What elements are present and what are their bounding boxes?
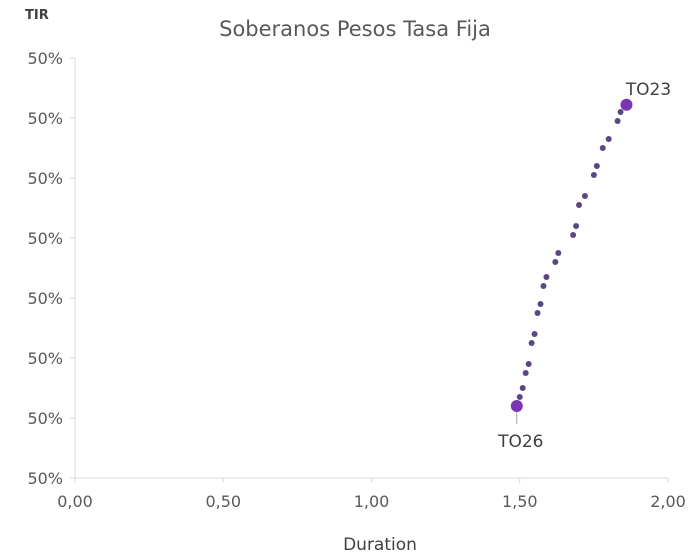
highlight-point	[620, 98, 633, 111]
y-axis: 50% 50% 50% 50% 50% 50% 50% 50%	[27, 49, 76, 488]
y-tick-label: 50%	[27, 169, 63, 188]
x-tick-label: 0,50	[205, 492, 241, 511]
data-point	[528, 340, 535, 346]
highlight-point	[510, 400, 523, 412]
data-point	[543, 274, 550, 280]
data-points	[510, 98, 633, 412]
data-point	[590, 172, 597, 178]
data-point	[593, 163, 600, 169]
x-tick-label: 0,00	[57, 492, 93, 511]
data-point	[581, 193, 588, 199]
data-point	[516, 394, 523, 400]
data-point	[522, 370, 529, 376]
chart-title: Soberanos Pesos Tasa Fija	[219, 17, 491, 41]
data-point	[534, 310, 541, 316]
y-tick-label: 50%	[27, 289, 63, 308]
data-point	[573, 223, 580, 229]
data-label: TO26	[497, 432, 543, 452]
y-tick-label: 50%	[27, 109, 63, 128]
data-point	[552, 259, 559, 265]
data-point	[599, 145, 606, 151]
x-axis: 0,00 0,50 1,00 1,50 2,00	[57, 477, 686, 511]
y-tick-label: 50%	[27, 49, 63, 68]
data-labels: TO23 TO26	[497, 80, 671, 452]
y-tick-label: 50%	[27, 409, 63, 428]
x-tick-label: 2,00	[650, 492, 686, 511]
data-point	[540, 283, 547, 289]
x-tick-label: 1,50	[502, 492, 538, 511]
x-tick-label: 1,00	[354, 492, 390, 511]
data-point	[519, 385, 526, 391]
y-tick-label: 50%	[27, 229, 63, 248]
y-tick-label: 50%	[27, 349, 63, 368]
data-point	[537, 301, 544, 307]
data-point	[605, 136, 612, 142]
data-point	[525, 361, 532, 367]
data-point	[617, 109, 624, 115]
data-point	[614, 118, 621, 124]
data-point	[576, 202, 583, 208]
y-tick-label: 50%	[27, 469, 63, 488]
data-point	[570, 232, 577, 238]
y-axis-label: TIR	[25, 8, 49, 23]
data-label: TO23	[625, 80, 671, 100]
data-point	[555, 250, 562, 256]
data-point	[531, 331, 538, 337]
x-axis-label: Duration	[343, 535, 417, 555]
